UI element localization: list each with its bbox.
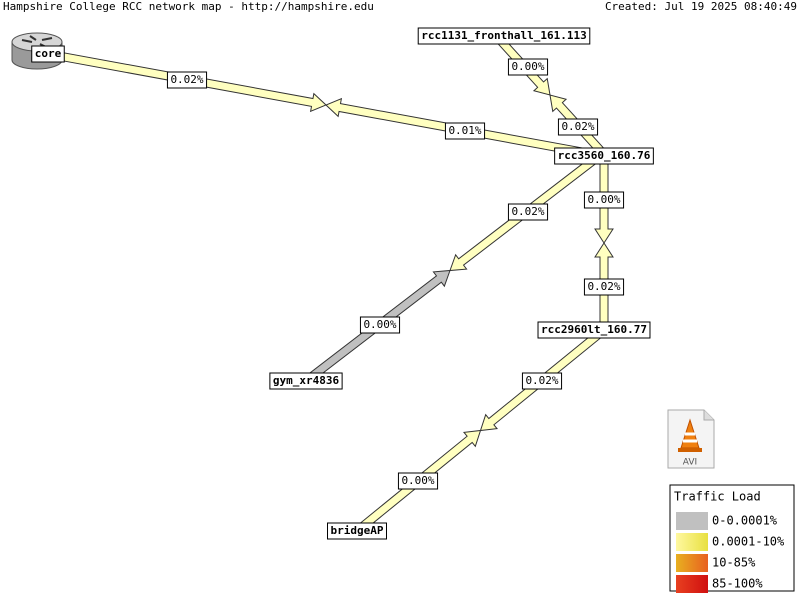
node-text: rcc1131_fronthall_161.113 [421, 29, 587, 42]
node-box [269, 372, 343, 390]
link-label-box [359, 316, 401, 334]
node: core [31, 45, 65, 63]
icon-label: AVI [683, 458, 697, 468]
avi-icon: AVI [667, 409, 715, 469]
links [46, 36, 614, 535]
created-time: Created: Jul 19 2025 08:40:49 [605, 0, 797, 13]
link-label: 0.00% [507, 58, 549, 76]
node: bridgeAP [327, 522, 387, 540]
node-box [31, 45, 65, 63]
link-label-text: 0.02% [561, 120, 594, 133]
legend-swatch [676, 533, 708, 551]
link-label-text: 0.00% [587, 193, 620, 206]
legend-label: 85-100% [712, 577, 763, 591]
link-label-text: 0.01% [448, 124, 481, 137]
node-box [537, 321, 651, 339]
legend-swatch [676, 554, 708, 572]
link-label-box [521, 372, 563, 390]
link-label-text: 0.02% [170, 73, 203, 86]
map-title: Hampshire College RCC network map - http… [3, 0, 374, 13]
link-label-text: 0.00% [511, 60, 544, 73]
node: rcc3560_160.76 [554, 147, 654, 165]
link-label: 0.02% [583, 278, 625, 296]
link-label-box [444, 122, 486, 140]
node: rcc1131_fronthall_161.113 [417, 27, 591, 45]
link-label: 0.00% [359, 316, 401, 334]
node-text: gym_xr4836 [273, 374, 340, 387]
node-box [327, 522, 387, 540]
node-text: rcc3560_160.76 [558, 149, 651, 162]
link-label: 0.02% [507, 203, 549, 221]
legend-label: 10-85% [712, 556, 756, 570]
link-label-text: 0.00% [401, 474, 434, 487]
link-label: 0.02% [166, 71, 208, 89]
link-label-box [583, 191, 625, 209]
legend-label: 0-0.0001% [712, 514, 778, 528]
legend-title: Traffic Load [674, 490, 761, 504]
link-label-text: 0.02% [525, 374, 558, 387]
nodes: core rcc1131_fronthall_161.113 rcc3560_160… [31, 27, 654, 540]
node-box [417, 27, 591, 45]
link-label-box [166, 71, 208, 89]
link-label-box [397, 472, 439, 490]
node-text: bridgeAP [331, 524, 384, 537]
legend-swatch [676, 512, 708, 530]
link-label: 0.02% [557, 118, 599, 136]
link-label-text: 0.02% [587, 280, 620, 293]
link-labels: 0.02% 0.01% 0.00% 0.02% 0.00% 0.02% 0.02% 0.00%… [166, 58, 625, 490]
link-label-text: 0.00% [363, 318, 396, 331]
node: rcc2960lt_160.77 [537, 321, 651, 339]
node-text: rcc2960lt_160.77 [541, 323, 647, 336]
link-label: 0.00% [583, 191, 625, 209]
legend-label: 0.0001-10% [712, 535, 785, 549]
link-label: 0.01% [444, 122, 486, 140]
node: gym_xr4836 [269, 372, 343, 390]
node-text: core [35, 47, 62, 60]
node-box [554, 147, 654, 165]
link-label-text: 0.02% [511, 205, 544, 218]
link-label-box [507, 58, 549, 76]
link-label: 0.00% [397, 472, 439, 490]
legend-swatch [676, 575, 708, 593]
link-label-box [507, 203, 549, 221]
link-label-box [557, 118, 599, 136]
link-label: 0.02% [521, 372, 563, 390]
legend: Traffic Load 0-0.0001% 0.0001-10% 10-85% 85… [669, 484, 795, 593]
link-label-box [583, 278, 625, 296]
